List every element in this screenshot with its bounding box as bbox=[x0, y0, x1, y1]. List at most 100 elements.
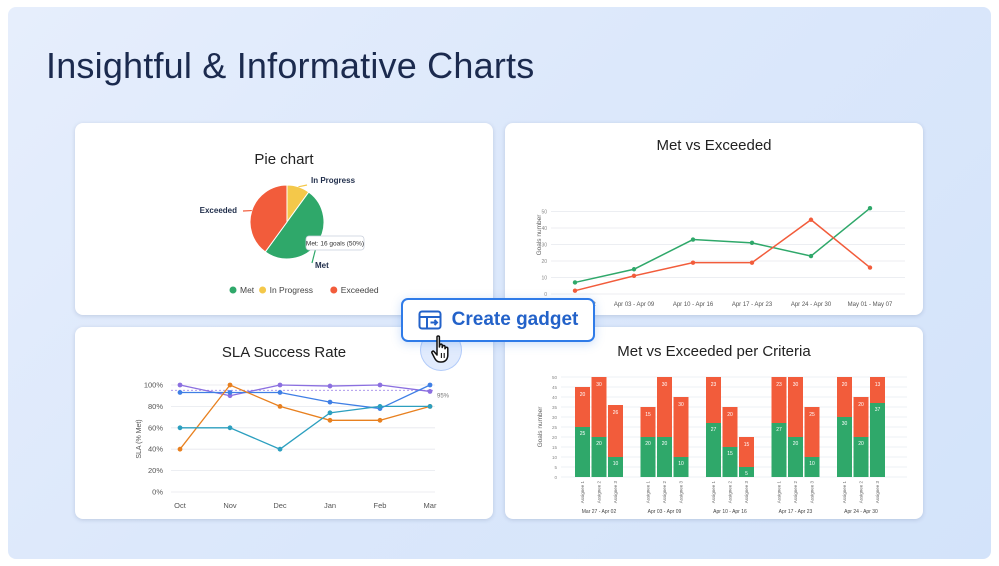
series-point-met bbox=[690, 237, 696, 242]
met-vs-exceeded-title: Met vs Exceeded bbox=[656, 137, 772, 154]
bar-segment-exceeded bbox=[804, 407, 820, 457]
bar-value-exceeded: 15 bbox=[744, 442, 750, 448]
x-tick-label: Jan bbox=[324, 501, 336, 510]
bar-segment-exceeded bbox=[788, 377, 803, 437]
bar-segment-exceeded bbox=[608, 405, 623, 457]
series-point-orange bbox=[327, 417, 333, 423]
bar-segment-exceeded bbox=[722, 407, 738, 447]
bar-value-exceeded: 30 bbox=[596, 382, 602, 388]
bar-category-label: Assignee 3 bbox=[744, 481, 749, 504]
bar-value-exceeded: 30 bbox=[662, 382, 668, 388]
page-canvas: Insightful & Informative Charts Pie char… bbox=[8, 7, 991, 559]
series-point-exceeded bbox=[572, 288, 578, 293]
bar-category-label: Assignee 2 bbox=[597, 481, 602, 504]
series-line-purple bbox=[179, 384, 431, 397]
bar-segment-met bbox=[673, 457, 689, 477]
bar-segment-exceeded bbox=[575, 387, 590, 427]
bar-category-label: Assignee 2 bbox=[728, 481, 733, 504]
y-tick-label: 0% bbox=[152, 488, 163, 497]
bar-value-met: 20 bbox=[596, 441, 602, 447]
series-point-blue bbox=[177, 390, 183, 395]
bar-value-exceeded: 20 bbox=[727, 412, 733, 418]
bar-value-exceeded: 15 bbox=[645, 412, 651, 418]
bar-category-label: Assignee 3 bbox=[613, 481, 618, 504]
x-tick-label: Apr 03 - Apr 09 bbox=[614, 302, 655, 308]
y-tick-label: 20% bbox=[148, 466, 163, 475]
bar-value-exceeded: 25 bbox=[809, 412, 815, 418]
bar-value-met: 30 bbox=[842, 421, 848, 427]
series-point-blue bbox=[427, 382, 433, 388]
criteria-chart-card[interactable]: Met vs Exceeded per Criteria 0 5 10 15 20 25 3… bbox=[505, 327, 923, 519]
series-point-orange bbox=[377, 417, 383, 423]
y-tick-label: 20 bbox=[552, 435, 558, 440]
target-label: 95% bbox=[437, 393, 450, 399]
series-point-purple bbox=[377, 382, 383, 388]
y-tick-label: 5 bbox=[554, 465, 557, 470]
series-point-met bbox=[749, 240, 755, 246]
sla-chart-plot[interactable]: 0% 20% 40% 60% 80% 100% SLA (% Met) 95% Oct Nov De… bbox=[75, 327, 493, 519]
series-point-exceeded bbox=[808, 217, 814, 222]
bar-segment-met bbox=[722, 447, 738, 477]
bar-value-met: 27 bbox=[711, 427, 717, 433]
series-point-blue bbox=[227, 390, 233, 395]
bar-segment-met bbox=[640, 437, 656, 477]
x-tick-label: Mar bbox=[424, 501, 437, 510]
bar-value-exceeded: 30 bbox=[793, 382, 799, 388]
x-tick-label: Oct bbox=[174, 501, 187, 510]
series-point-met bbox=[631, 267, 637, 272]
bar-value-exceeded: 20 bbox=[842, 382, 848, 388]
bar-segment-met bbox=[591, 437, 607, 477]
bar-category-label: Assignee 3 bbox=[810, 481, 815, 504]
bar-value-met: 25 bbox=[580, 431, 586, 437]
bar-value-exceeded: 23 bbox=[776, 382, 782, 388]
bar-value-met: 27 bbox=[776, 427, 782, 433]
legend-label: Met bbox=[240, 285, 255, 295]
pie-chart-card[interactable]: Pie chart In Progress Exceeded Met Met: 16 … bbox=[75, 123, 493, 315]
y-tick-label: 30 bbox=[552, 415, 558, 420]
y-tick-label: 30 bbox=[541, 243, 547, 249]
series-point-orange bbox=[277, 404, 283, 409]
series-point-teal bbox=[377, 404, 383, 409]
bar-segment-met bbox=[575, 427, 590, 477]
bar-value-met: 15 bbox=[727, 451, 733, 457]
pie-chart-plot[interactable]: In Progress Exceeded Met Met: 16 goals (50%… bbox=[75, 123, 493, 315]
group-label: Apr 24 - Apr 30 bbox=[844, 509, 878, 515]
bar-segment-met bbox=[657, 437, 672, 477]
y-tick-label: 60% bbox=[148, 423, 163, 432]
criteria-chart-plot[interactable]: 0 5 10 15 20 25 30 35 40 45 50 Goals number 25 20 Assi… bbox=[505, 327, 923, 519]
series-point-blue bbox=[277, 390, 283, 395]
bar-segment-exceeded bbox=[837, 377, 852, 417]
y-tick-label: 0 bbox=[544, 292, 547, 298]
pie-leader-line bbox=[298, 184, 308, 188]
group-label: Mar 27 - Apr 02 bbox=[582, 509, 617, 515]
bar-segment-met bbox=[853, 437, 869, 477]
series-point-teal bbox=[427, 404, 433, 409]
series-point-purple bbox=[427, 389, 433, 394]
pie-slice-exceeded bbox=[249, 184, 288, 253]
bar-segment-exceeded bbox=[771, 377, 787, 423]
bar-segment-exceeded bbox=[673, 397, 689, 457]
series-point-exceeded bbox=[749, 260, 755, 265]
criteria-chart-title: Met vs Exceeded per Criteria bbox=[617, 343, 811, 360]
sla-success-rate-card[interactable]: SLA Success Rate 0% 20% 40% 60% 80% 100% SLA (… bbox=[75, 327, 493, 519]
bar-value-exceeded: 20 bbox=[858, 402, 864, 408]
bar-segment-met bbox=[870, 403, 885, 477]
pie-tooltip-text: Met: 16 goals (50%) bbox=[306, 241, 364, 248]
x-tick-label: Apr 17 - Apr 23 bbox=[732, 302, 773, 308]
series-point-blue bbox=[327, 399, 333, 405]
create-gadget-button[interactable]: Create gadget bbox=[401, 298, 595, 342]
sla-chart-title: SLA Success Rate bbox=[221, 344, 347, 361]
group-label: Apr 10 - Apr 16 bbox=[713, 509, 747, 515]
legend-swatch-in-progress bbox=[259, 286, 267, 294]
series-point-met bbox=[808, 253, 814, 259]
bar-value-exceeded: 26 bbox=[613, 410, 619, 416]
bar-category-label: Assignee 3 bbox=[875, 481, 880, 504]
group-label: Apr 03 - Apr 09 bbox=[648, 509, 682, 515]
bar-value-exceeded: 30 bbox=[678, 402, 684, 408]
series-line-teal bbox=[180, 405, 430, 450]
series-point-exceeded bbox=[867, 265, 873, 270]
y-axis-label: Goals number bbox=[536, 214, 543, 256]
series-point-purple bbox=[177, 382, 183, 388]
